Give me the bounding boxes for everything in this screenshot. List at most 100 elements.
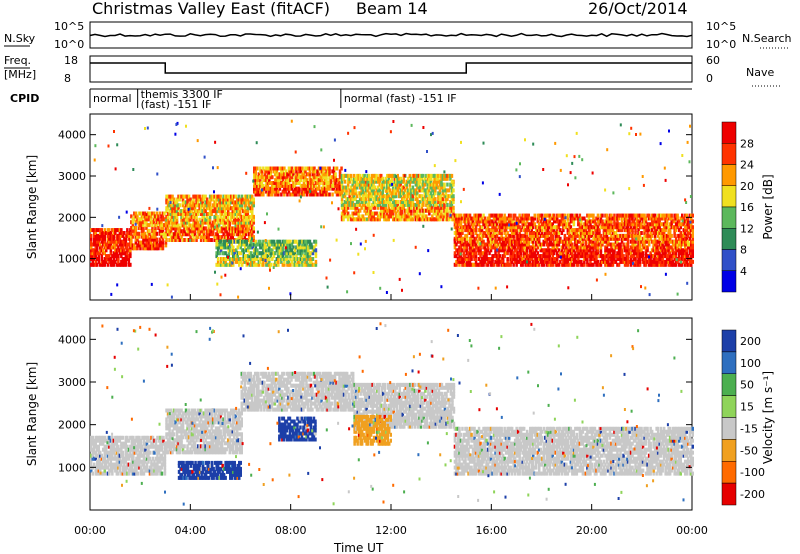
echo-cell [242,242,245,247]
echo-cell [622,216,625,221]
echo-cell [130,243,133,248]
echo-cell [641,251,645,256]
echo-cell [217,223,221,228]
echo-cell [121,251,125,256]
echo-cell [352,211,356,216]
echo-cell [231,206,234,211]
echo-cell [252,214,255,219]
echo-cell [205,217,209,222]
echo-cell [483,259,487,264]
echo-cell [444,188,448,193]
echo-cell [607,242,610,247]
echo-cell [286,178,289,183]
echo-cell [392,202,395,207]
echo-cell [658,239,661,244]
echo-cell [408,182,412,187]
echo-cell [577,233,580,238]
echo-cell [117,233,120,238]
echo-cell [245,197,248,202]
echo-cell [665,225,669,230]
echo-cell [171,232,174,237]
echo-cell [473,228,476,233]
echo-cell [646,231,649,235]
echo-cell [610,233,613,238]
echo-cell [512,262,515,267]
echo-cell [536,251,539,256]
echo-cell [465,236,469,241]
echo-cell [405,191,408,196]
echo-cell [676,259,679,264]
echo-cell [547,213,550,218]
echo-cell [491,225,494,230]
echo-cell [407,205,410,210]
echo-cell [577,228,580,233]
echo-cell [313,175,316,180]
echo-cell [623,219,627,224]
echo-cell [143,220,147,225]
echo-cell [399,191,402,196]
echo-cell [136,214,139,219]
echo-cell [231,220,234,225]
echo-cell [532,242,535,247]
echo-cell [386,208,389,213]
echo-cell [195,226,198,231]
echo-cell [232,257,235,261]
echo-cell [193,232,197,237]
echo-cell [204,220,207,225]
echo-cell [622,233,625,238]
echo-cell [613,248,616,253]
echo-cell [473,251,476,256]
echo-cell [157,217,160,222]
echo-cell [419,179,422,184]
echo-cell [386,211,389,216]
echo-cell [515,233,518,238]
echo-cell [432,191,436,196]
echo-cell [691,219,694,224]
echo-cell [302,172,306,177]
echo-cell [311,183,315,188]
echo-cell [271,242,274,247]
echo-cell [488,259,491,264]
echo-cell [269,251,273,256]
echo-cell [450,185,454,190]
echo-cell [536,231,539,235]
echo-cell [515,239,518,244]
echo-cell [474,257,478,261]
echo-cell [691,251,694,256]
echo-cell [137,243,141,248]
echo-cell [619,213,622,218]
echo-cell [596,259,600,264]
echo-cell [178,194,182,199]
echo-cell [372,173,375,178]
echo-cell [338,172,342,177]
echo-cell [416,182,419,187]
echo-cell [682,222,685,227]
echo-cell [471,216,475,221]
echo-cell [187,209,191,214]
echo-cell [678,262,681,267]
echo-cell [562,216,565,221]
echo-cell [189,235,192,240]
echo-cell [482,262,485,267]
echo-cell [396,205,399,210]
echo-cell [435,185,439,190]
echo-cell [127,242,131,247]
echo-cell [357,211,360,216]
echo-cell [283,166,286,171]
echo-cell [407,176,410,181]
echo-cell [211,229,215,234]
echo-cell [446,202,449,207]
echo-cell [387,214,390,219]
echo-cell [389,214,392,219]
echo-cell [222,200,225,205]
echo-cell [483,231,487,235]
echo-cell [184,226,188,231]
echo-cell [183,217,186,222]
echo-cell [614,259,618,264]
echo-cell [103,262,106,267]
echo-cell [641,257,645,261]
echo-cell [459,228,463,233]
echo-cell [504,236,508,241]
echo-cell [638,257,642,261]
echo-cell [623,245,627,250]
